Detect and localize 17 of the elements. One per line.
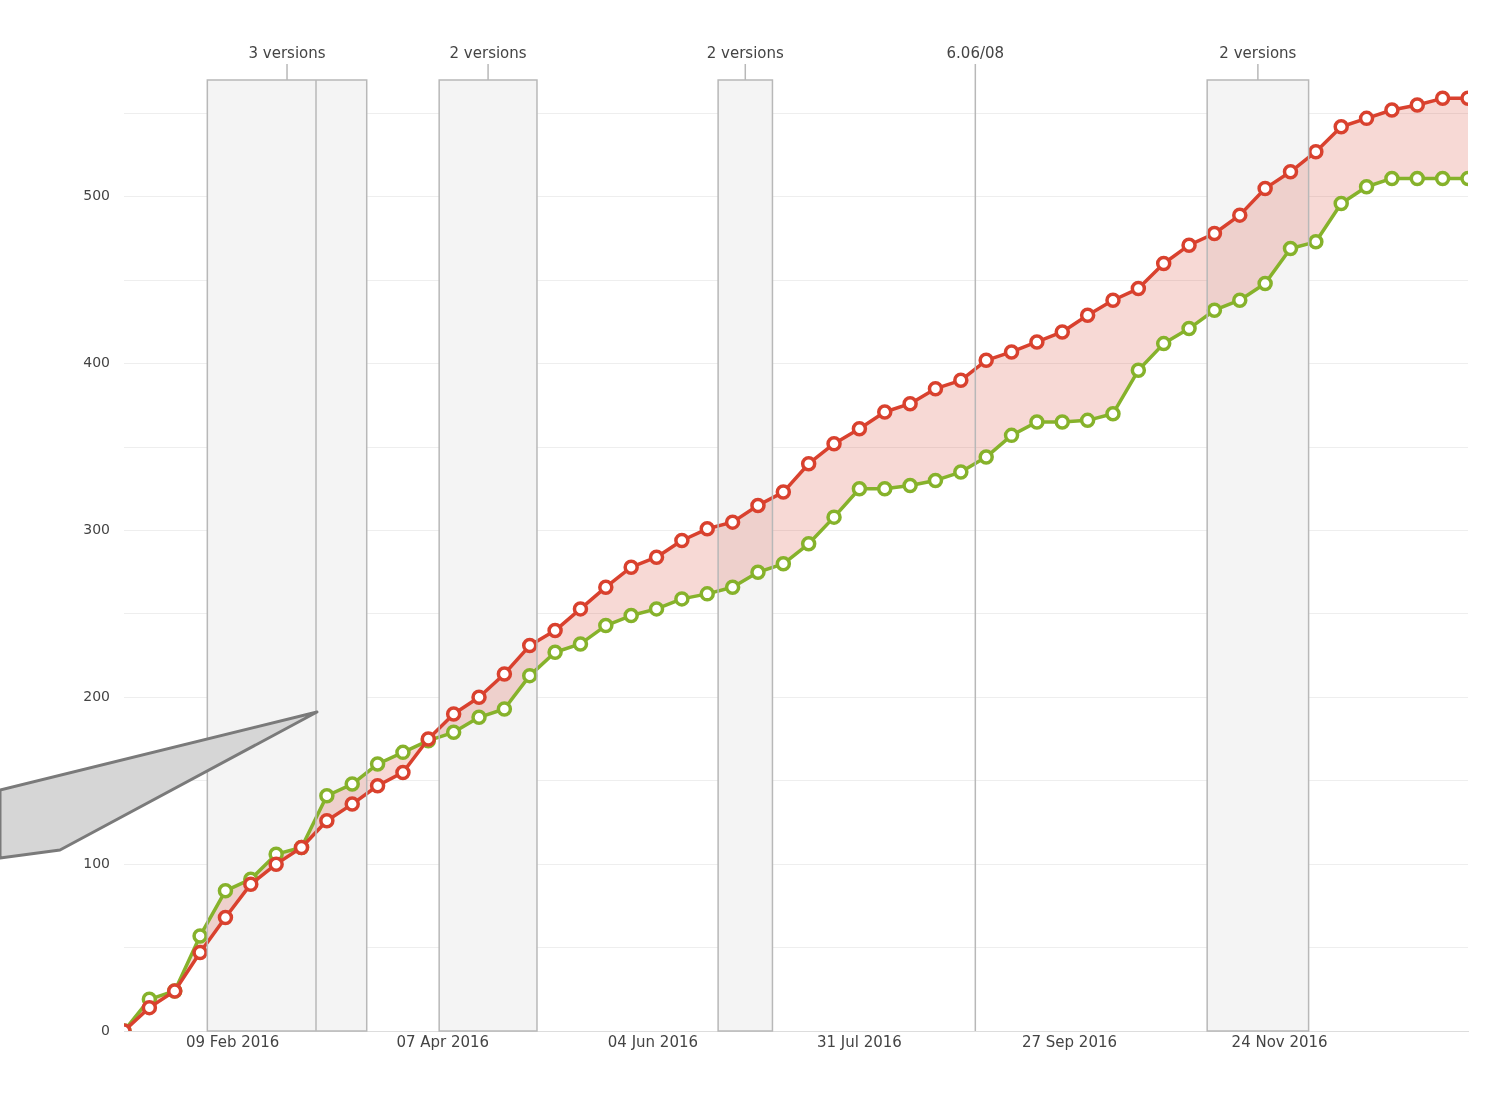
- x-tick-label: 27 Sep 2016: [1021, 1032, 1118, 1051]
- y-tick-label: 200: [83, 687, 110, 704]
- y-tick-label: 100: [83, 854, 110, 871]
- y-tick-label: 500: [83, 187, 110, 204]
- x-tick-label: 07 Apr 2016: [396, 1032, 490, 1051]
- band-label: 2 versions: [1219, 44, 1297, 62]
- band-label: 2 versions: [449, 44, 527, 62]
- x-tick-label: 31 Jul 2016: [816, 1032, 902, 1051]
- x-tick-label: 24 Nov 2016: [1231, 1032, 1328, 1051]
- x-tick-label: 09 Feb 2016: [186, 1032, 280, 1051]
- y-tick-label: 0: [101, 1021, 110, 1038]
- ref-line-label: 6.06/08: [946, 44, 1005, 62]
- y-tick-label: 400: [83, 354, 110, 371]
- band-label: 2 versions: [706, 44, 784, 62]
- y-tick-label: 300: [83, 521, 110, 538]
- x-tick-label: 04 Jun 2016: [607, 1032, 699, 1051]
- band-label: 3 versions: [248, 44, 326, 62]
